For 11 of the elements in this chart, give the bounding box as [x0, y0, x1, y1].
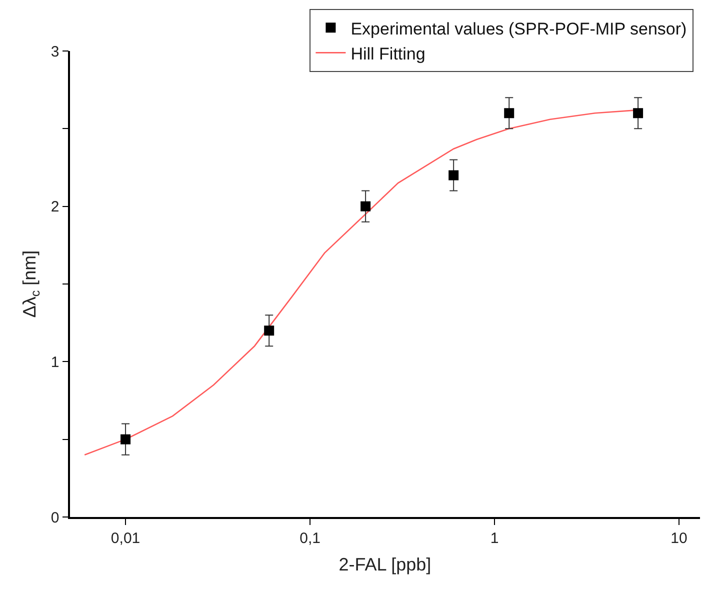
x-tick-label: 0,1: [300, 530, 320, 547]
y-tick-label: 3: [50, 43, 60, 60]
y-tick-label: 2: [50, 198, 60, 216]
x-axis-title: 2-FAL [ppb]: [338, 554, 432, 574]
x-tick-label: 0,01: [110, 530, 140, 547]
y-tick-label: 0: [50, 509, 60, 526]
y-tick-label: 1: [50, 354, 60, 371]
x-tick-label: 10: [670, 530, 688, 547]
legend-label: Hill Fitting: [350, 44, 426, 64]
x-tick-label: 1: [490, 530, 499, 547]
legend-label: Experimental values (SPR-POF-MIP sensor): [350, 19, 687, 38]
